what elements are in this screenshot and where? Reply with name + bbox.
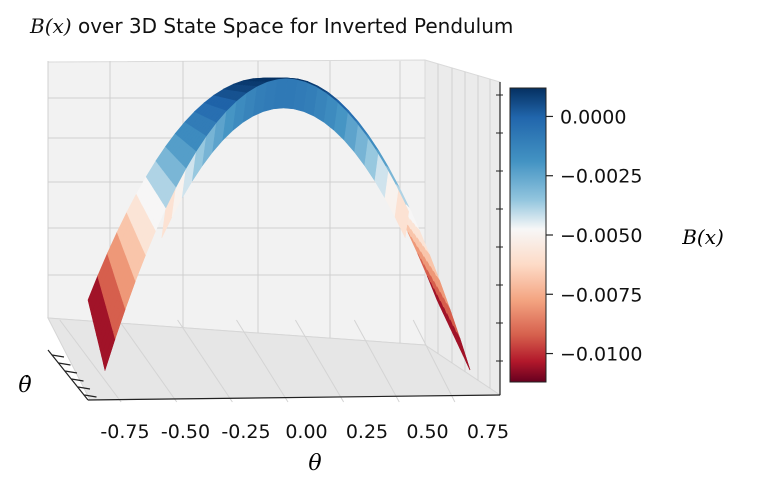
colorbar-tick-label: −0.0100 bbox=[560, 344, 642, 366]
x-tick-label: 0.75 bbox=[467, 421, 509, 443]
axes: -0.75 -0.50 -0.25 0.00 0.25 0.50 0.75 bbox=[47, 82, 509, 443]
right-pane bbox=[424, 59, 501, 396]
colorbar-tick-label: −0.0050 bbox=[560, 225, 642, 247]
x-tick-label: -0.25 bbox=[221, 421, 270, 443]
colorbar-tick-label: 0.0000 bbox=[560, 107, 626, 129]
x-tick-label: 0.00 bbox=[285, 421, 327, 443]
title-text: over 3D State Space for Inverted Pendulu… bbox=[71, 14, 514, 38]
title-math: B(x) bbox=[30, 14, 72, 38]
x-axis-label: θ bbox=[308, 451, 321, 476]
surface bbox=[87, 77, 471, 372]
x-tick-label: -0.50 bbox=[161, 421, 210, 443]
colorbar-label: B(x) bbox=[681, 225, 724, 249]
x-tick-label: 0.50 bbox=[406, 421, 448, 443]
colorbar-tick-label: −0.0025 bbox=[560, 166, 642, 188]
chart-title: B(x) over 3D State Space for Inverted Pe… bbox=[30, 14, 513, 38]
x-tick-label: 0.25 bbox=[346, 421, 388, 443]
colorbar-ticks: 0.0000 −0.0025 −0.0050 −0.0075 −0.0100 bbox=[546, 107, 642, 366]
x-tick-label: -0.75 bbox=[100, 421, 149, 443]
colorbar-tick-label: −0.0075 bbox=[560, 284, 642, 306]
colorbar bbox=[509, 87, 547, 383]
y-axis-label: θ̇ bbox=[18, 373, 31, 398]
